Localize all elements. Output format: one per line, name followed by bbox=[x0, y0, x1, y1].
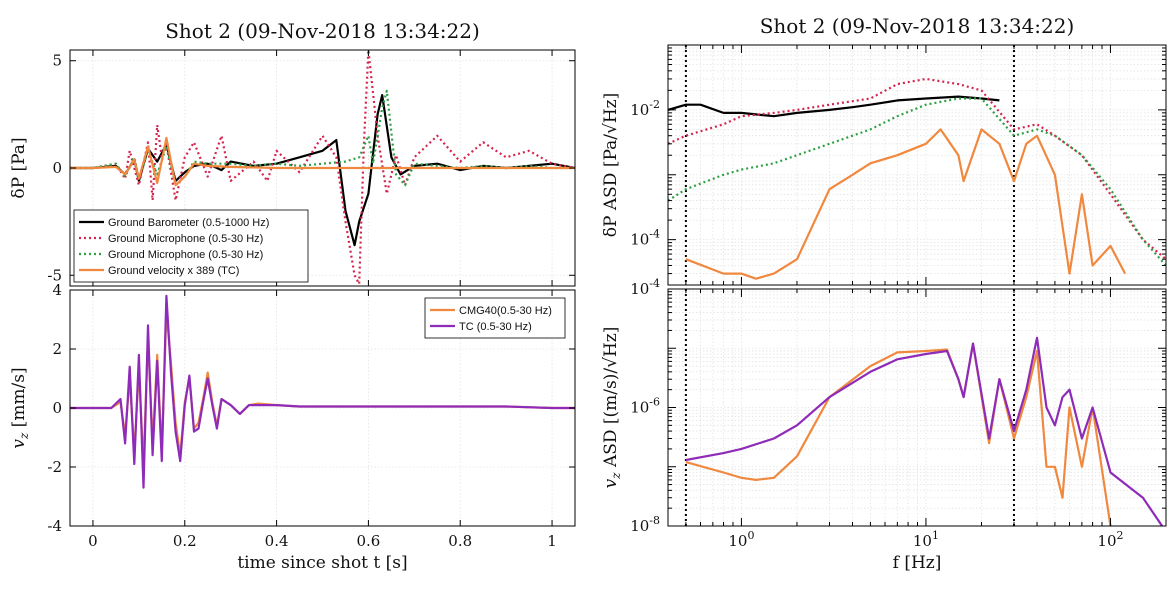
legend: Ground Barometer (0.5-1000 Hz) Ground Mic… bbox=[73, 209, 309, 283]
grid bbox=[667, 44, 1167, 286]
panel-pressure-asd: 10-4 10-2 Shot 2 (09-Nov-2018 13:34:22) δP … bbox=[601, 14, 1167, 286]
legend-entry: Ground Barometer (0.5-1000 Hz) bbox=[108, 217, 269, 229]
y-tick-label: -2 bbox=[47, 458, 62, 476]
y-axis-label: δP [Pa] bbox=[9, 137, 29, 198]
x-axis-label: f [Hz] bbox=[893, 553, 942, 573]
y-tick-label: -5 bbox=[47, 266, 62, 284]
series-line-1 bbox=[70, 294, 575, 489]
legend-box bbox=[424, 297, 566, 339]
tick-marks bbox=[667, 288, 1167, 527]
panel-pressure-time: -5 0 5 Shot 2 (09-Nov-2018 13:34:22) δP [Pa]… bbox=[9, 19, 576, 287]
series-line-2 bbox=[668, 97, 1166, 267]
legend-entry: Ground Microphone (0.5-30 Hz) bbox=[108, 249, 263, 261]
tick-marks bbox=[667, 44, 1167, 286]
series-line-3 bbox=[685, 128, 1127, 280]
x-tick-label: 0 bbox=[88, 532, 98, 550]
y-tick-label: 0 bbox=[52, 399, 62, 417]
legend-entry: Ground velocity x 389 (TC) bbox=[108, 265, 239, 277]
x-tick-label: 101 bbox=[913, 529, 939, 550]
series-line-1 bbox=[70, 50, 575, 285]
y-tick-label: 10-6 bbox=[630, 396, 660, 417]
panel-velocity-time: 0 0.2 0.4 0.6 0.8 1 -4 -2 0 2 4 time since shot t [… bbox=[9, 281, 576, 573]
y-axis-label: vz ASD [(m/s)/√Hz] bbox=[601, 327, 623, 489]
x-tick-label: 0.2 bbox=[173, 532, 197, 550]
series-line-3 bbox=[70, 136, 575, 187]
y-tick-label: 10-4 bbox=[630, 277, 660, 298]
x-axis-label: time since shot t [s] bbox=[237, 553, 407, 573]
legend: CMG40(0.5-30 Hz) TC (0.5-30 Hz) bbox=[424, 297, 566, 339]
tick-marks bbox=[70, 289, 575, 527]
grid bbox=[667, 288, 1167, 527]
x-tick-label: 100 bbox=[728, 529, 754, 550]
x-tick-label: 0.6 bbox=[356, 532, 380, 550]
series-group bbox=[685, 336, 1164, 526]
x-tick-label: 0.8 bbox=[448, 532, 472, 550]
series-group bbox=[70, 294, 575, 489]
y-tick-label: 10-2 bbox=[630, 98, 660, 119]
series-group bbox=[668, 77, 1166, 280]
x-tick-label: 1 bbox=[547, 532, 557, 550]
legend-box bbox=[73, 209, 309, 283]
plot-area bbox=[668, 45, 1166, 285]
y-axis-label: δP ASD [Pa/√Hz] bbox=[601, 93, 621, 237]
y-tick-label: 10-4 bbox=[630, 228, 660, 249]
y-axis-label: vz [mm/s] bbox=[9, 367, 31, 448]
legend-entry: Ground Microphone (0.5-30 Hz) bbox=[108, 233, 263, 245]
legend-entry: CMG40(0.5-30 Hz) bbox=[459, 305, 552, 317]
y-tick-label: 4 bbox=[52, 281, 62, 299]
panel-velocity-asd: 100 101 102 10-8 10-6 10-4 f [Hz] vz ASD [(m/s)… bbox=[601, 277, 1167, 573]
chart-title: Shot 2 (09-Nov-2018 13:34:22) bbox=[760, 14, 1075, 38]
chart-title: Shot 2 (09-Nov-2018 13:34:22) bbox=[165, 19, 480, 43]
y-tick-label: 10-8 bbox=[630, 514, 660, 535]
y-tick-label: -4 bbox=[47, 517, 62, 535]
y-tick-label: 0 bbox=[52, 159, 62, 177]
y-tick-label: 5 bbox=[52, 52, 62, 70]
x-tick-label: 0.4 bbox=[265, 532, 289, 550]
series-group bbox=[70, 50, 575, 285]
series-line-0 bbox=[668, 95, 1000, 118]
legend-entry: TC (0.5-30 Hz) bbox=[459, 321, 532, 333]
y-tick-label: 2 bbox=[52, 340, 62, 358]
x-tick-label: 102 bbox=[1097, 529, 1123, 550]
series-line-1 bbox=[685, 336, 1164, 526]
